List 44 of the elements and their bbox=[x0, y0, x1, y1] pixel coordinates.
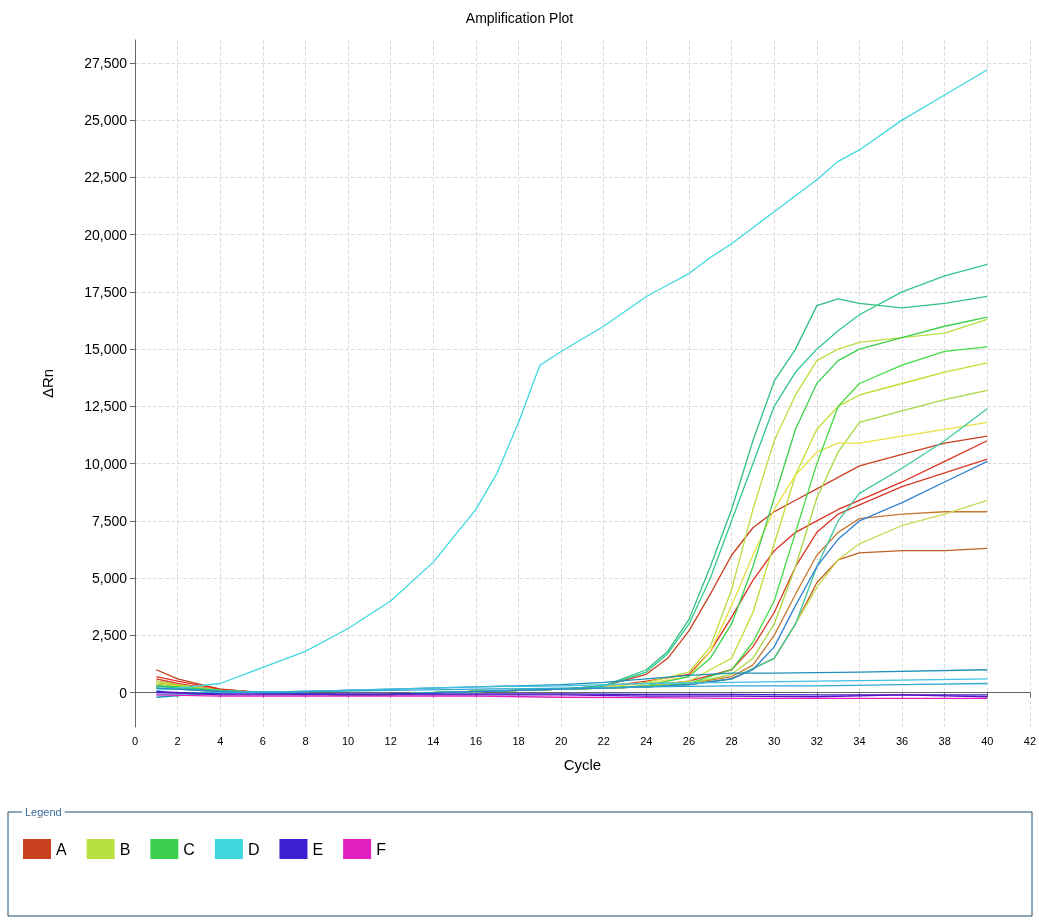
x-tick-label: 10 bbox=[341, 734, 355, 747]
y-tick-label: 5,000 bbox=[91, 570, 128, 587]
legend-title: Legend bbox=[25, 805, 62, 818]
chart-title: Amplification Plot bbox=[465, 10, 574, 26]
x-tick-label: 38 bbox=[938, 734, 951, 747]
legend-label: C bbox=[183, 840, 195, 858]
x-tick-label: 24 bbox=[640, 734, 653, 747]
x-tick-label: 16 bbox=[469, 734, 483, 747]
x-tick-label: 22 bbox=[597, 734, 610, 747]
y-axis-title: ΔRn bbox=[39, 368, 56, 399]
y-tick-label: 12,500 bbox=[84, 398, 128, 415]
x-tick-label: 8 bbox=[302, 734, 309, 747]
x-tick-label: 34 bbox=[853, 734, 866, 747]
y-tick-label: 2,500 bbox=[91, 627, 128, 644]
x-tick-label: 36 bbox=[895, 734, 909, 747]
y-tick-label: 20,000 bbox=[84, 226, 128, 243]
legend-label: A bbox=[56, 840, 67, 858]
x-tick-label: 20 bbox=[555, 734, 568, 747]
y-tick-label: 0 bbox=[119, 684, 128, 701]
x-tick-label: 30 bbox=[768, 734, 781, 747]
legend-label: F bbox=[376, 840, 387, 858]
x-tick-label: 2 bbox=[174, 734, 181, 747]
y-tick-label: 17,500 bbox=[84, 283, 128, 300]
legend-label: E bbox=[312, 840, 324, 858]
y-tick-label: 10,000 bbox=[84, 455, 128, 472]
x-tick-label: 28 bbox=[725, 734, 738, 747]
x-tick-label: 26 bbox=[682, 734, 696, 747]
x-tick-label: 12 bbox=[384, 734, 397, 747]
x-axis-title: Cycle bbox=[563, 756, 602, 773]
x-tick-label: 18 bbox=[512, 734, 525, 747]
y-tick-label: 22,500 bbox=[84, 169, 128, 186]
x-tick-label: 14 bbox=[427, 734, 440, 747]
y-tick-label: 27,500 bbox=[84, 54, 128, 71]
y-tick-label: 15,000 bbox=[84, 341, 128, 358]
x-tick-label: 0 bbox=[131, 734, 139, 747]
y-tick-label: 7,500 bbox=[91, 512, 128, 529]
x-tick-label: 42 bbox=[1023, 734, 1037, 747]
x-tick-label: 6 bbox=[259, 734, 266, 747]
x-tick-label: 40 bbox=[981, 734, 994, 747]
legend-label: D bbox=[247, 840, 260, 858]
y-tick-label: 25,000 bbox=[84, 112, 128, 129]
x-tick-label: 32 bbox=[810, 734, 823, 747]
x-tick-label: 4 bbox=[217, 734, 224, 747]
legend-label: B bbox=[119, 840, 131, 858]
